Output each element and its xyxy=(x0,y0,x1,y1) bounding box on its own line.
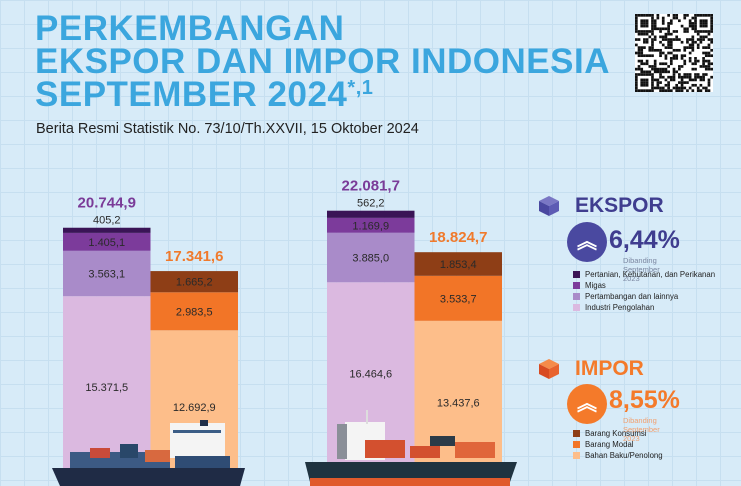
impor-title: IMPOR xyxy=(575,357,644,380)
bar-segment xyxy=(63,227,151,233)
container-ship-icon xyxy=(52,420,245,486)
up-chevrons-icon: ︽ xyxy=(567,384,607,424)
bar-total-label: 20.744,9 xyxy=(78,195,136,212)
legend-swatch xyxy=(573,441,580,448)
ekspor-compare: Dibanding September 2023 xyxy=(623,256,660,283)
legend-swatch xyxy=(573,282,580,289)
legend-label: Pertambangan dan lainnya xyxy=(585,292,679,301)
bar-segment xyxy=(327,217,415,233)
bar-segment xyxy=(414,320,502,486)
title-line-3-text: SEPTEMBER 2024 xyxy=(35,75,348,114)
ekspor-title: EKSPOR xyxy=(575,194,664,217)
legend-label: Barang Konsumsi xyxy=(585,429,647,438)
bar-segment xyxy=(150,292,238,331)
ekspor-change: 6,44% xyxy=(609,226,680,254)
bar-segment xyxy=(414,252,502,276)
legend-swatch xyxy=(573,430,580,437)
legend-label: Industri Pengolahan xyxy=(585,303,655,312)
segment-value-label: 405,2 xyxy=(93,215,121,227)
segment-value-label: 3.533,7 xyxy=(440,293,477,305)
legend-label: Migas xyxy=(585,281,606,290)
impor-change: 8,55% xyxy=(609,386,680,414)
segment-value-label: 1.665,2 xyxy=(176,277,213,289)
legend-item: Barang Konsumsi xyxy=(573,429,647,439)
title-footnote-mark: *,1 xyxy=(347,77,374,99)
segment-value-label: 562,2 xyxy=(357,198,385,210)
bar-segment xyxy=(150,271,238,293)
title-line-3: SEPTEMBER 2024*,1 xyxy=(35,75,610,114)
bar-segment xyxy=(63,232,151,251)
segment-value-label: 1.853,4 xyxy=(440,259,477,271)
legend-item: Industri Pengolahan xyxy=(573,303,654,313)
subtitle: Berita Resmi Statistik No. 73/10/Th.XXVI… xyxy=(36,121,419,137)
container-box-icon xyxy=(539,359,559,379)
bar-total-label: 18.824,7 xyxy=(429,229,487,246)
legend-swatch xyxy=(573,452,580,459)
segment-value-label: 13.437,6 xyxy=(437,397,480,409)
legend-item: Pertanian, Kehutanan, dan Perikanan xyxy=(573,270,715,280)
segment-value-label: 15.371,5 xyxy=(85,382,128,394)
legend-item: Pertambangan dan lainnya xyxy=(573,292,678,302)
qr-code[interactable] xyxy=(635,14,713,92)
container-box-icon xyxy=(539,196,559,216)
impor-compare: Dibanding September 2023 xyxy=(623,416,660,443)
segment-value-label: 3.885,0 xyxy=(352,253,389,265)
bar-segment xyxy=(414,275,502,321)
bar-segment xyxy=(327,232,415,283)
legend-swatch xyxy=(573,304,580,311)
legend-label: Pertanian, Kehutanan, dan Perikanan xyxy=(585,270,716,279)
legend-swatch xyxy=(573,293,580,300)
segment-value-label: 1.405,1 xyxy=(88,237,125,249)
legend-item: Migas xyxy=(573,281,606,291)
legend-swatch xyxy=(573,271,580,278)
segment-value-label: 16.464,6 xyxy=(349,368,392,380)
up-chevrons-icon: ︽ xyxy=(567,222,607,262)
segment-value-label: 1.169,9 xyxy=(352,220,389,232)
bar-total-label: 22.081,7 xyxy=(342,178,400,195)
segment-value-label: 12.692,9 xyxy=(173,402,216,414)
legend-label: Barang Modal xyxy=(585,440,634,449)
legend-item: Barang Modal xyxy=(573,440,634,450)
segment-value-label: 2.983,5 xyxy=(176,306,213,318)
bar-total-label: 17.341,6 xyxy=(165,248,223,265)
title-line-2: EKSPOR DAN IMPOR INDONESIA xyxy=(35,42,610,81)
bar-segment xyxy=(63,250,151,297)
legend-label: Bahan Baku/Penolong xyxy=(585,451,663,460)
segment-value-label: 3.563,1 xyxy=(88,268,125,280)
page-title: PERKEMBANGAN EKSPOR DAN IMPOR INDONESIA … xyxy=(35,9,610,114)
bar-segment xyxy=(327,210,415,218)
legend-item: Bahan Baku/Penolong xyxy=(573,451,663,461)
cargo-ship-icon xyxy=(305,410,517,486)
title-line-1: PERKEMBANGAN xyxy=(35,9,345,48)
